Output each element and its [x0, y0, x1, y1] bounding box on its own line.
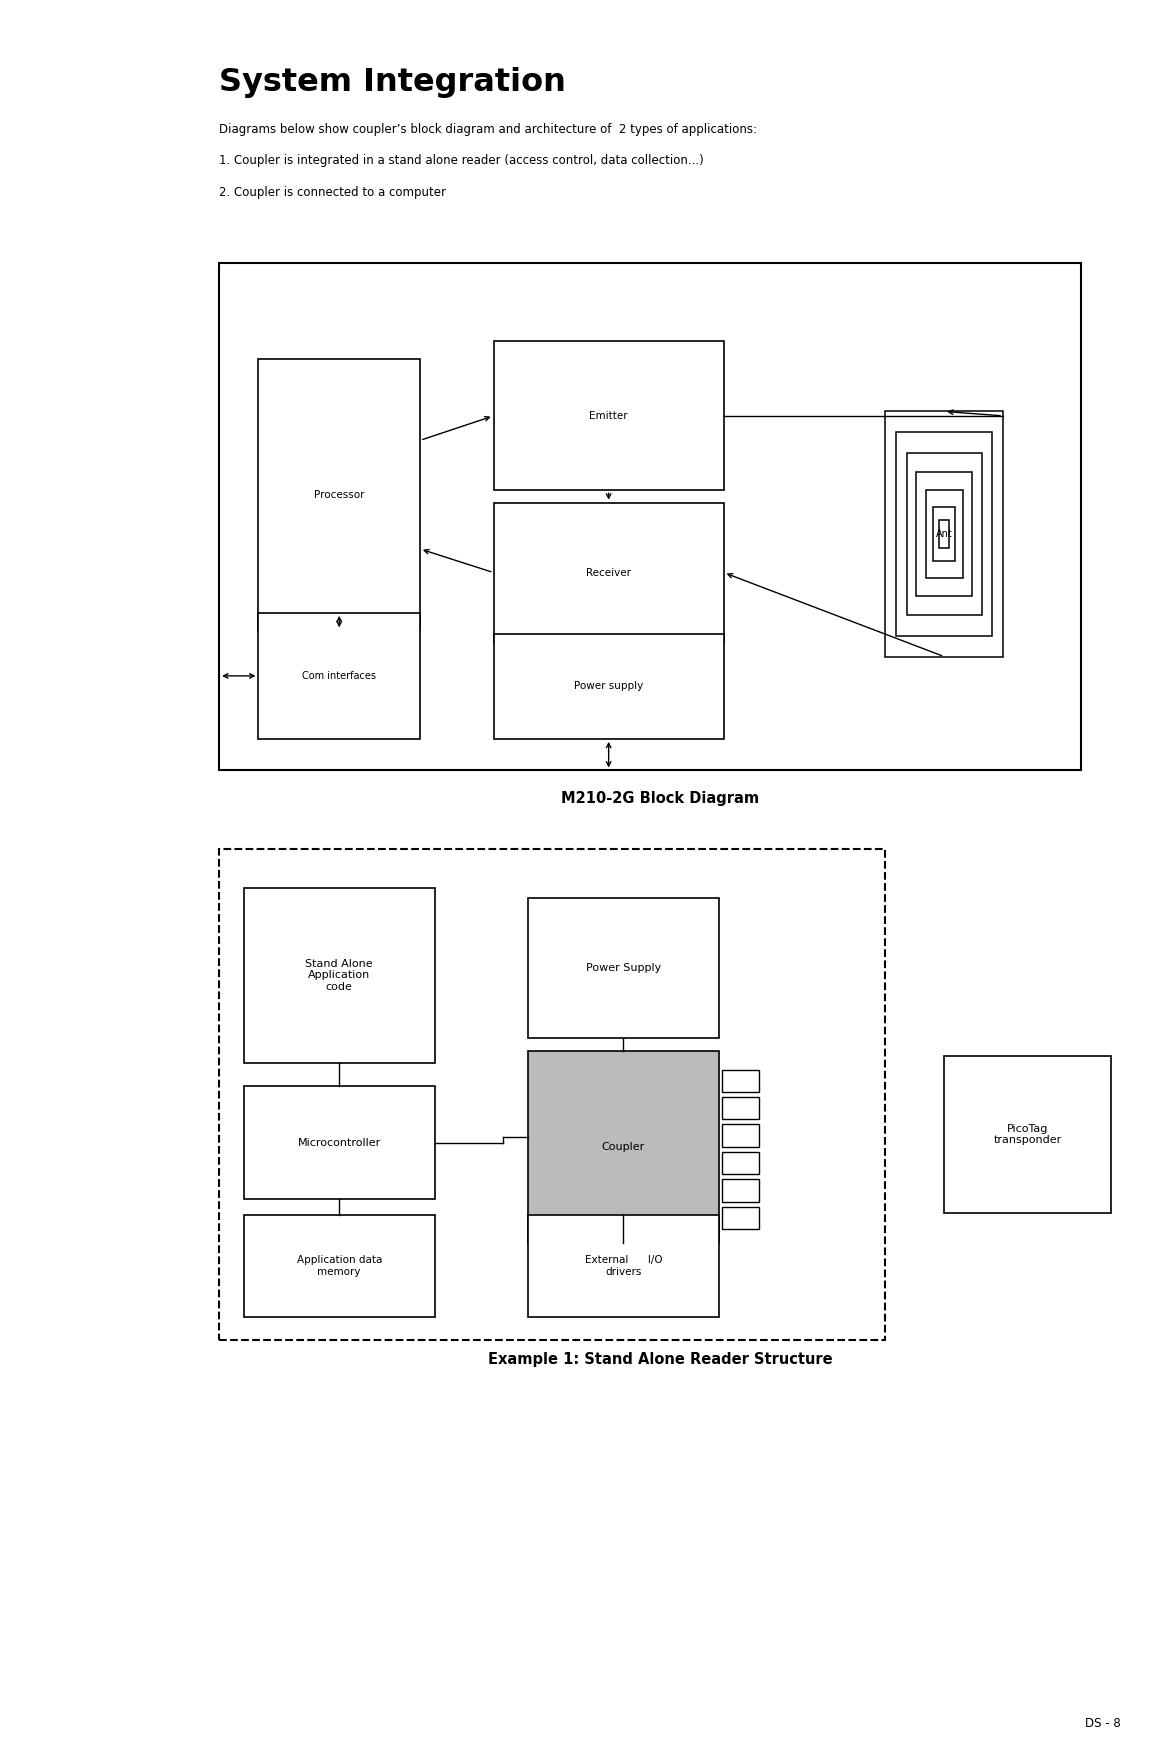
Text: Microcontroller: Microcontroller	[298, 1138, 381, 1147]
Text: Emitter: Emitter	[589, 411, 628, 420]
Bar	[722, 1206, 759, 1229]
Text: Stand Alone
Application
code: Stand Alone Application code	[306, 960, 373, 991]
Bar	[528, 1051, 719, 1243]
Bar	[896, 432, 992, 636]
Text: M210-2G Block Diagram: M210-2G Block Diagram	[561, 791, 759, 807]
Bar	[528, 898, 719, 1038]
Text: 1. Coupler is integrated in a stand alone reader (access control, data collectio: 1. Coupler is integrated in a stand alon…	[220, 154, 704, 166]
Bar	[244, 1086, 435, 1199]
Bar	[244, 888, 435, 1063]
Bar	[926, 490, 963, 578]
Text: PicoTag
transponder: PicoTag transponder	[994, 1124, 1061, 1145]
Text: Power supply: Power supply	[574, 681, 643, 692]
Bar	[906, 454, 982, 616]
Text: External      I/O
drivers: External I/O drivers	[584, 1255, 662, 1276]
Bar	[220, 263, 1081, 770]
Text: Com interfaces: Com interfaces	[302, 671, 376, 681]
Bar	[940, 520, 949, 548]
Text: Receiver: Receiver	[586, 567, 631, 578]
Bar	[528, 1215, 719, 1317]
Bar	[722, 1096, 759, 1119]
Text: M210-2G - DATASHEET - M210-2G: M210-2G - DATASHEET - M210-2G	[68, 485, 109, 1266]
Bar	[917, 473, 972, 595]
Text: Ant: Ant	[936, 529, 952, 539]
Text: DS - 8: DS - 8	[1084, 1718, 1120, 1730]
Bar	[244, 1215, 435, 1317]
Bar	[259, 359, 420, 630]
Bar	[493, 341, 723, 490]
Text: Coupler: Coupler	[601, 1142, 645, 1152]
Bar	[944, 1056, 1111, 1213]
Text: Application data
memory: Application data memory	[297, 1255, 382, 1276]
Bar	[493, 503, 723, 643]
Text: Version 1.1: Version 1.1	[41, 1695, 129, 1709]
Bar	[722, 1178, 759, 1201]
Bar	[722, 1124, 759, 1147]
Bar	[259, 613, 420, 739]
Bar	[722, 1152, 759, 1175]
Bar	[493, 634, 723, 739]
Bar	[886, 411, 1003, 657]
Text: Example 1: Stand Alone Reader Structure: Example 1: Stand Alone Reader Structure	[488, 1352, 833, 1368]
Bar	[722, 1070, 759, 1093]
Text: System Integration: System Integration	[220, 67, 566, 98]
Text: Processor: Processor	[314, 490, 365, 499]
Text: Diagrams below show coupler’s block diagram and architecture of  2 types of appl: Diagrams below show coupler’s block diag…	[220, 123, 757, 135]
Text: Power Supply: Power Supply	[585, 963, 661, 974]
Text: 2. Coupler is connected to a computer: 2. Coupler is connected to a computer	[220, 186, 446, 198]
Bar	[220, 849, 885, 1340]
Bar	[934, 508, 954, 560]
